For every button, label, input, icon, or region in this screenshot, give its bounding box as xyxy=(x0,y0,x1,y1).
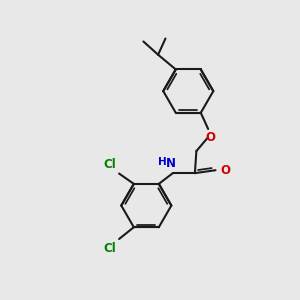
Text: O: O xyxy=(220,164,230,177)
Text: Cl: Cl xyxy=(103,242,116,255)
Text: O: O xyxy=(206,131,215,144)
Text: Cl: Cl xyxy=(103,158,116,171)
Text: H: H xyxy=(158,157,167,167)
Text: N: N xyxy=(166,157,176,169)
